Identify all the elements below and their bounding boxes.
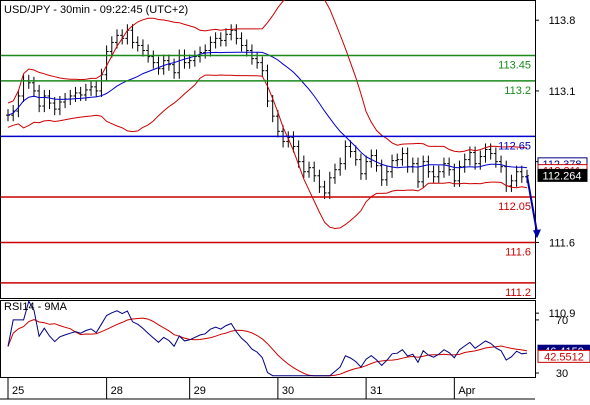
x-tick-label: 28	[111, 385, 123, 397]
x-tick-label: 29	[194, 385, 206, 397]
rsi-y-tick-label: 70	[556, 315, 568, 327]
level-label: 111.2	[505, 287, 531, 299]
rsi-line	[7, 300, 528, 377]
level-label: 112.05	[498, 201, 531, 213]
y-tick-label: 113.8	[549, 15, 576, 27]
rsi-title: RSI14 - 9MA	[4, 301, 68, 313]
rsi-ma-line	[7, 317, 528, 377]
level-label: 112.65	[498, 140, 531, 152]
level-label: 113.2	[504, 85, 531, 97]
price-box	[537, 168, 588, 182]
bollinger-upper-line	[7, 0, 528, 153]
y-tick-label: 110.9	[549, 308, 576, 320]
projection-arrow-head	[533, 229, 541, 239]
main-panel-frame	[0, 0, 536, 299]
price-box-label: 112.264	[543, 170, 582, 182]
x-tick-label: 30	[282, 385, 294, 397]
chart-title: USD/JPY - 30min - 09:22:45 (UTC+2)	[4, 4, 188, 16]
x-tick-label: 31	[370, 385, 382, 397]
y-tick-label: 111.6	[549, 237, 575, 249]
rsi-panel-frame	[0, 300, 536, 378]
rsi-value-box	[537, 349, 590, 363]
rsi-y-tick-label: 30	[556, 368, 568, 380]
moving-average-line	[7, 51, 528, 169]
bollinger-lower-line	[7, 74, 528, 230]
level-label: 111.6	[505, 246, 531, 258]
y-tick-label: 113.1	[549, 86, 576, 98]
rsi-value-label: 42.5512	[544, 351, 584, 363]
level-label: 113.45	[498, 60, 531, 72]
x-tick-label: Apr	[458, 385, 475, 397]
x-tick-label: 25	[12, 385, 24, 397]
projection-arrow-line	[526, 175, 538, 233]
